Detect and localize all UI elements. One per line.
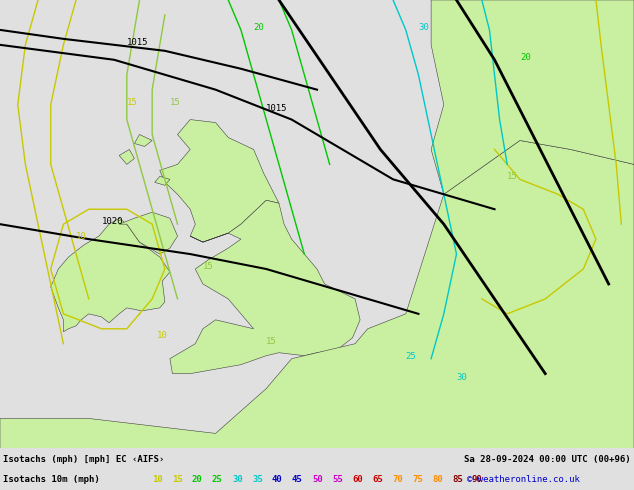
Polygon shape [51, 218, 170, 332]
Text: Isotachs (mph) [mph] EC ‹AIFS›: Isotachs (mph) [mph] EC ‹AIFS› [3, 455, 164, 464]
Polygon shape [160, 120, 279, 242]
Text: 15: 15 [507, 172, 518, 181]
Text: 55: 55 [332, 475, 343, 484]
Text: 10: 10 [152, 475, 163, 484]
Polygon shape [155, 176, 170, 185]
Text: 20: 20 [254, 23, 264, 32]
Text: 1015: 1015 [127, 38, 148, 47]
Text: 20: 20 [192, 475, 203, 484]
Polygon shape [134, 134, 152, 147]
Text: 35: 35 [252, 475, 262, 484]
Text: 90: 90 [472, 475, 482, 484]
Text: 80: 80 [432, 475, 443, 484]
Text: 70: 70 [392, 475, 403, 484]
Text: 20: 20 [520, 53, 531, 62]
Text: 15: 15 [170, 98, 181, 107]
Text: 75: 75 [412, 475, 423, 484]
Text: 65: 65 [372, 475, 383, 484]
Text: 1015: 1015 [266, 103, 288, 113]
Text: 45: 45 [292, 475, 303, 484]
Text: 40: 40 [272, 475, 283, 484]
Text: 30: 30 [232, 475, 243, 484]
Text: 15: 15 [203, 262, 214, 271]
Text: 15: 15 [127, 98, 138, 107]
Text: Isotachs 10m (mph): Isotachs 10m (mph) [3, 475, 100, 484]
Text: 30: 30 [418, 23, 429, 32]
Text: 15: 15 [266, 337, 277, 346]
Polygon shape [119, 149, 134, 165]
Text: 10: 10 [76, 232, 87, 241]
Text: 25: 25 [212, 475, 223, 484]
Text: 10: 10 [157, 331, 168, 340]
Polygon shape [119, 212, 178, 254]
Text: Sa 28-09-2024 00:00 UTC (00+96): Sa 28-09-2024 00:00 UTC (00+96) [464, 455, 631, 464]
Text: © weatheronline.co.uk: © weatheronline.co.uk [467, 475, 580, 484]
Text: 85: 85 [452, 475, 463, 484]
Polygon shape [431, 0, 634, 194]
Text: 25: 25 [406, 352, 417, 361]
Polygon shape [170, 200, 360, 374]
Text: 30: 30 [456, 372, 467, 382]
Text: 60: 60 [352, 475, 363, 484]
Text: 1020: 1020 [101, 217, 123, 226]
Text: 15: 15 [172, 475, 183, 484]
Text: 50: 50 [312, 475, 323, 484]
Polygon shape [0, 141, 634, 448]
